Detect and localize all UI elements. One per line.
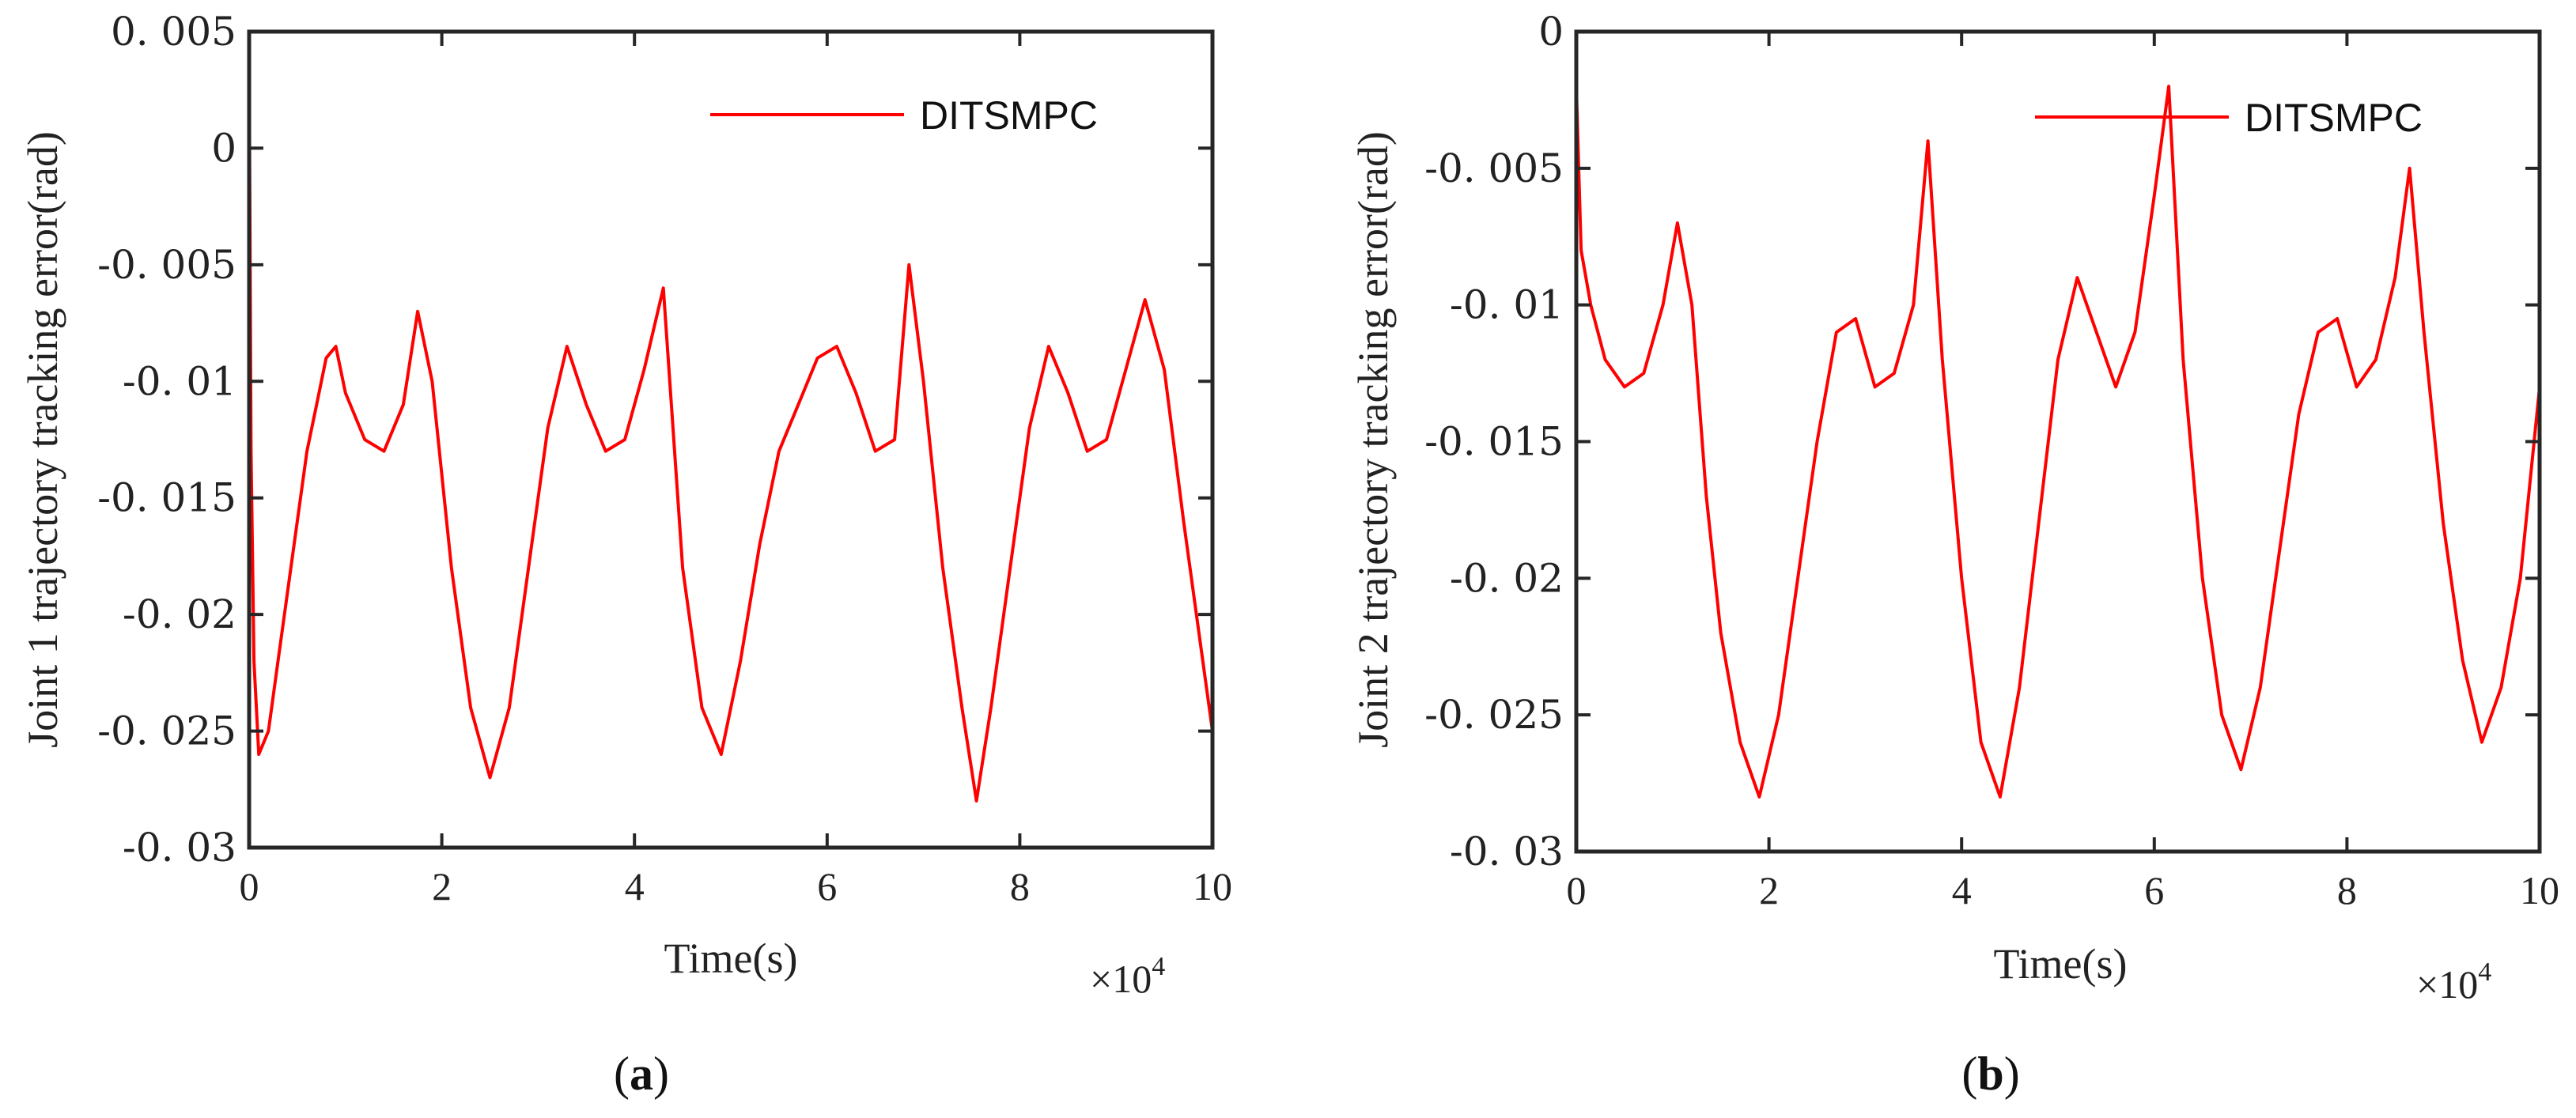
x-tick-label-b: 6 <box>2144 868 2164 912</box>
legend-b: DITSMPC <box>2035 96 2423 140</box>
x-tick-label-a: 8 <box>1010 864 1030 908</box>
plot-area-a <box>249 32 1212 848</box>
y-tick-label-b: -0. 005 <box>1424 145 1564 191</box>
x-tick-label-b: 2 <box>1759 868 1779 912</box>
x-tick-label-a: 2 <box>432 864 452 908</box>
y-tick-label-b: -0. 03 <box>1450 829 1564 874</box>
y-tick-label-b: 0 <box>1538 9 1564 55</box>
panel-b: 0 -0. 005 -0. 01 -0. 015 -0. 02 -0. 025 -0. 03… <box>1349 9 2559 1100</box>
y-tick-label-a: -0. 015 <box>97 475 236 521</box>
series-line-a <box>248 55 1214 803</box>
plot-area-b <box>1576 32 2540 852</box>
caption-b: (b) <box>1961 1048 2019 1100</box>
x-tick-label-b: 10 <box>2520 868 2559 912</box>
y-tick-label-b: -0. 02 <box>1450 555 1564 601</box>
y-tick-label-a: -0. 03 <box>123 825 236 871</box>
legend-label-a: DITSMPC <box>920 93 1098 138</box>
x-tick-label-a: 10 <box>1193 864 1232 908</box>
series-b <box>1575 85 2541 799</box>
y-tick-label-a: -0. 02 <box>123 591 236 637</box>
y-tick-label-b: -0. 015 <box>1424 419 1564 465</box>
x-axis-label-b: Time(s) <box>1993 940 2127 988</box>
caption-a: (a) <box>614 1048 669 1100</box>
x-tick-label-a: 4 <box>625 864 645 908</box>
y-tick-label-a: -0. 005 <box>97 242 236 288</box>
x-tick-label-b: 8 <box>2337 868 2357 912</box>
x-multiplier-b: ×104 <box>2416 957 2491 1007</box>
x-multiplier-a: ×104 <box>1090 952 1165 1001</box>
y-tick-label-a: 0. 005 <box>111 9 236 55</box>
x-tick-label-a: 0 <box>240 864 259 908</box>
x-tick-label-a: 6 <box>817 864 837 908</box>
x-axis-label-a: Time(s) <box>664 935 797 982</box>
series-a <box>248 55 1214 803</box>
legend-a: DITSMPC <box>710 93 1098 138</box>
legend-label-b: DITSMPC <box>2245 96 2423 140</box>
x-ticks-b: 0 2 4 6 8 10 <box>1567 32 2559 912</box>
plot-frame-a <box>247 29 1215 850</box>
y-tick-label-a: -0. 01 <box>123 358 236 404</box>
y-tick-label-b: -0. 025 <box>1424 692 1564 738</box>
series-line-b <box>1575 85 2541 799</box>
y-ticks-b: 0 -0. 005 -0. 01 -0. 015 -0. 02 -0. 025 -0. 03 <box>1424 9 2540 874</box>
y-tick-label-a: 0 <box>211 125 236 171</box>
x-tick-label-b: 0 <box>1567 868 1587 912</box>
panel-a: 0. 005 0 -0. 005 -0. 01 -0. 015 -0. 02 -0. 025… <box>19 9 1232 1100</box>
x-ticks-a: 0 2 4 6 8 10 <box>240 32 1232 908</box>
y-axis-label-b: Joint 2 trajectory tracking error(rad) <box>1349 131 1397 748</box>
y-tick-label-a: -0. 025 <box>97 708 236 754</box>
y-ticks-a: 0. 005 0 -0. 005 -0. 01 -0. 015 -0. 02 -0. 025… <box>97 9 1212 871</box>
y-axis-label-a: Joint 1 trajectory tracking error(rad) <box>19 131 66 748</box>
y-tick-label-b: -0. 01 <box>1450 282 1564 328</box>
x-tick-label-b: 4 <box>1952 868 1972 912</box>
